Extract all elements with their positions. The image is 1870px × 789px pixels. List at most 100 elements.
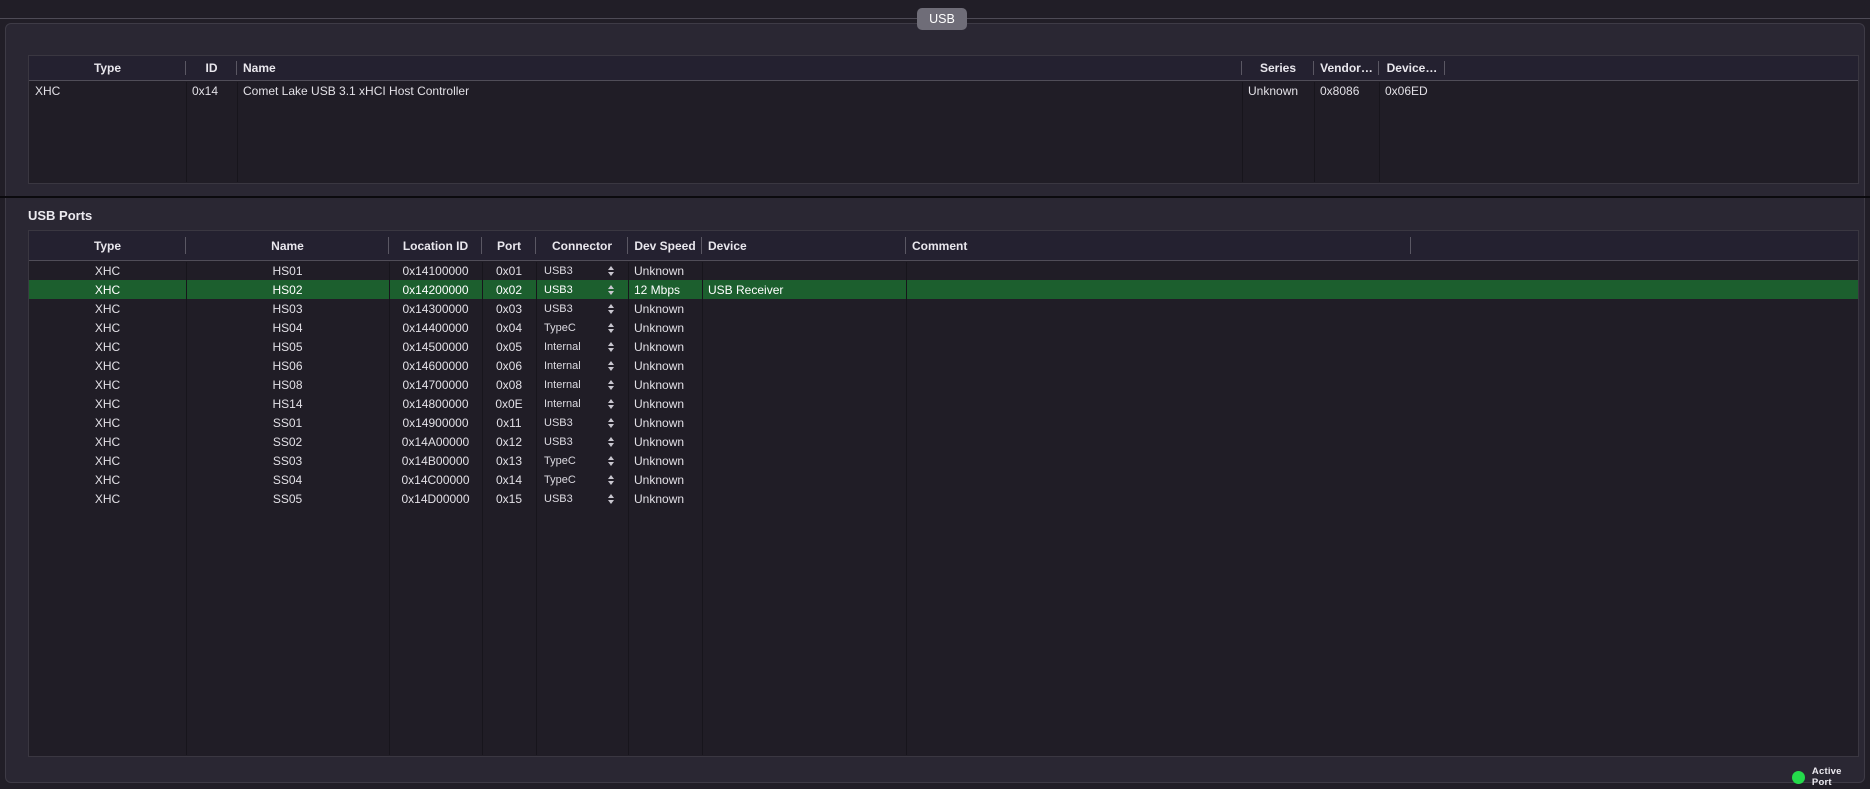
type-cell: XHC bbox=[94, 339, 121, 354]
controller-row-comet-lake-usb-3-1-xhci-host-controller[interactable]: XHC 0x14 Comet Lake USB 3.1 xHCI Host Cont… bbox=[29, 81, 1858, 100]
port-cell: 0x03 bbox=[495, 301, 523, 316]
device-cell bbox=[702, 413, 906, 432]
connector-select[interactable]: TypeC bbox=[536, 451, 628, 470]
connector-select[interactable]: USB3 bbox=[536, 299, 628, 318]
column-header-id[interactable]: ID bbox=[186, 56, 237, 80]
port-row-ss04[interactable]: XHC SS04 0x14C00000 0x14 TypeC Unknown bbox=[29, 470, 1858, 489]
type-cell: XHC bbox=[94, 491, 121, 506]
controllers-table: Type ID Name Series Vendor… Device… XHC 0x14 Co… bbox=[28, 55, 1859, 184]
location-id-cell: 0x14700000 bbox=[402, 377, 469, 392]
connector-select[interactable]: USB3 bbox=[536, 280, 628, 299]
device-cell: USB Receiver bbox=[708, 282, 784, 297]
controllers-table-body: XHC 0x14 Comet Lake USB 3.1 xHCI Host Cont… bbox=[29, 81, 1858, 100]
connector-select[interactable]: Internal bbox=[536, 375, 628, 394]
device-id-cell: 0x06ED bbox=[1385, 83, 1428, 98]
active-port-legend: Active Port bbox=[1792, 766, 1864, 788]
usb-ports-table: Type Name Location ID Port Connector Dev Spee… bbox=[28, 230, 1859, 757]
port-row-hs06[interactable]: XHC HS06 0x14600000 0x06 Internal Unknown bbox=[29, 356, 1858, 375]
column-header-port[interactable]: Port bbox=[482, 231, 536, 260]
column-separator bbox=[536, 262, 537, 755]
up-down-arrows-icon bbox=[608, 303, 614, 314]
column-header-name[interactable]: Name bbox=[237, 56, 1242, 80]
port-row-ss01[interactable]: XHC SS01 0x14900000 0x11 USB3 Unknown bbox=[29, 413, 1858, 432]
name-cell: SS03 bbox=[272, 453, 303, 468]
column-header-comment[interactable]: Comment bbox=[906, 231, 1411, 260]
location-id-cell: 0x14800000 bbox=[402, 396, 469, 411]
up-down-arrows-icon bbox=[608, 322, 614, 333]
controllers-table-header: Type ID Name Series Vendor… Device… bbox=[29, 56, 1858, 81]
port-cell: 0x06 bbox=[495, 358, 523, 373]
port-row-ss03[interactable]: XHC SS03 0x14B00000 0x13 TypeC Unknown bbox=[29, 451, 1858, 470]
comment-cell bbox=[906, 337, 1411, 356]
port-row-hs01[interactable]: XHC HS01 0x14100000 0x01 USB3 Unknown bbox=[29, 261, 1858, 280]
comment-cell bbox=[906, 280, 1411, 299]
column-header-location-id[interactable]: Location ID bbox=[389, 231, 482, 260]
port-row-hs08[interactable]: XHC HS08 0x14700000 0x08 Internal Unknown bbox=[29, 375, 1858, 394]
connector-select[interactable]: TypeC bbox=[536, 470, 628, 489]
column-header-type[interactable]: Type bbox=[29, 56, 186, 80]
tab-content-pane: Type ID Name Series Vendor… Device… XHC 0x14 Co… bbox=[5, 23, 1865, 788]
column-separator bbox=[1314, 82, 1315, 182]
column-header-dev-speed[interactable]: Dev Speed bbox=[628, 231, 702, 260]
connector-value: Internal bbox=[544, 359, 581, 372]
column-separator bbox=[389, 262, 390, 755]
connector-select[interactable]: Internal bbox=[536, 337, 628, 356]
device-cell bbox=[702, 318, 906, 337]
type-cell: XHC bbox=[94, 301, 121, 316]
split-view-divider[interactable] bbox=[0, 196, 1870, 198]
port-row-hs04[interactable]: XHC HS04 0x14400000 0x04 TypeC Unknown bbox=[29, 318, 1858, 337]
location-id-cell: 0x14500000 bbox=[402, 339, 469, 354]
dev-speed-cell: Unknown bbox=[634, 491, 685, 506]
port-cell: 0x04 bbox=[495, 320, 523, 335]
port-cell: 0x12 bbox=[495, 434, 523, 449]
column-header-vendor[interactable]: Vendor… bbox=[1314, 56, 1379, 80]
connector-value: USB3 bbox=[544, 416, 573, 429]
up-down-arrows-icon bbox=[608, 341, 614, 352]
up-down-arrows-icon bbox=[608, 379, 614, 390]
port-row-hs03[interactable]: XHC HS03 0x14300000 0x03 USB3 Unknown bbox=[29, 299, 1858, 318]
port-row-hs05[interactable]: XHC HS05 0x14500000 0x05 Internal Unknown bbox=[29, 337, 1858, 356]
connector-select[interactable]: TypeC bbox=[536, 318, 628, 337]
port-cell: 0x05 bbox=[495, 339, 523, 354]
connector-select[interactable]: Internal bbox=[536, 356, 628, 375]
port-cell: 0x11 bbox=[496, 415, 522, 430]
column-header-device[interactable]: Device… bbox=[1379, 56, 1445, 80]
column-header-connector[interactable]: Connector bbox=[536, 231, 628, 260]
device-cell bbox=[702, 432, 906, 451]
connector-select[interactable]: USB3 bbox=[536, 489, 628, 508]
dev-speed-cell: 12 Mbps bbox=[634, 282, 681, 297]
device-cell bbox=[702, 451, 906, 470]
type-cell: XHC bbox=[35, 83, 61, 98]
up-down-arrows-icon bbox=[608, 417, 614, 428]
connector-value: USB3 bbox=[544, 264, 573, 277]
column-header-name[interactable]: Name bbox=[186, 231, 389, 260]
column-header-series[interactable]: Series bbox=[1242, 56, 1314, 80]
dev-speed-cell: Unknown bbox=[634, 320, 685, 335]
type-cell: XHC bbox=[94, 415, 121, 430]
port-row-hs02[interactable]: XHC HS02 0x14200000 0x02 USB3 12 Mbps USB Rece… bbox=[29, 280, 1858, 299]
tab-usb[interactable]: USB bbox=[917, 8, 967, 30]
port-row-ss05[interactable]: XHC SS05 0x14D00000 0x15 USB3 Unknown bbox=[29, 489, 1858, 508]
column-header-filler bbox=[1411, 231, 1858, 260]
column-separator bbox=[1242, 82, 1243, 182]
port-cell: 0x13 bbox=[495, 453, 523, 468]
connector-value: USB3 bbox=[544, 435, 573, 448]
connector-select[interactable]: USB3 bbox=[536, 413, 628, 432]
location-id-cell: 0x14300000 bbox=[402, 301, 469, 316]
connector-select[interactable]: USB3 bbox=[536, 432, 628, 451]
up-down-arrows-icon bbox=[608, 284, 614, 295]
type-cell: XHC bbox=[94, 453, 121, 468]
connector-select[interactable]: USB3 bbox=[536, 261, 628, 280]
dev-speed-cell: Unknown bbox=[634, 339, 685, 354]
device-cell bbox=[702, 261, 906, 280]
type-cell: XHC bbox=[94, 472, 121, 487]
column-separator bbox=[702, 262, 703, 755]
device-cell bbox=[702, 375, 906, 394]
column-header-device[interactable]: Device bbox=[702, 231, 906, 260]
column-header-type[interactable]: Type bbox=[29, 231, 186, 260]
dev-speed-cell: Unknown bbox=[634, 434, 685, 449]
name-cell: SS02 bbox=[272, 434, 303, 449]
port-row-ss02[interactable]: XHC SS02 0x14A00000 0x12 USB3 Unknown bbox=[29, 432, 1858, 451]
connector-select[interactable]: Internal bbox=[536, 394, 628, 413]
port-row-hs14[interactable]: XHC HS14 0x14800000 0x0E Internal Unknown bbox=[29, 394, 1858, 413]
